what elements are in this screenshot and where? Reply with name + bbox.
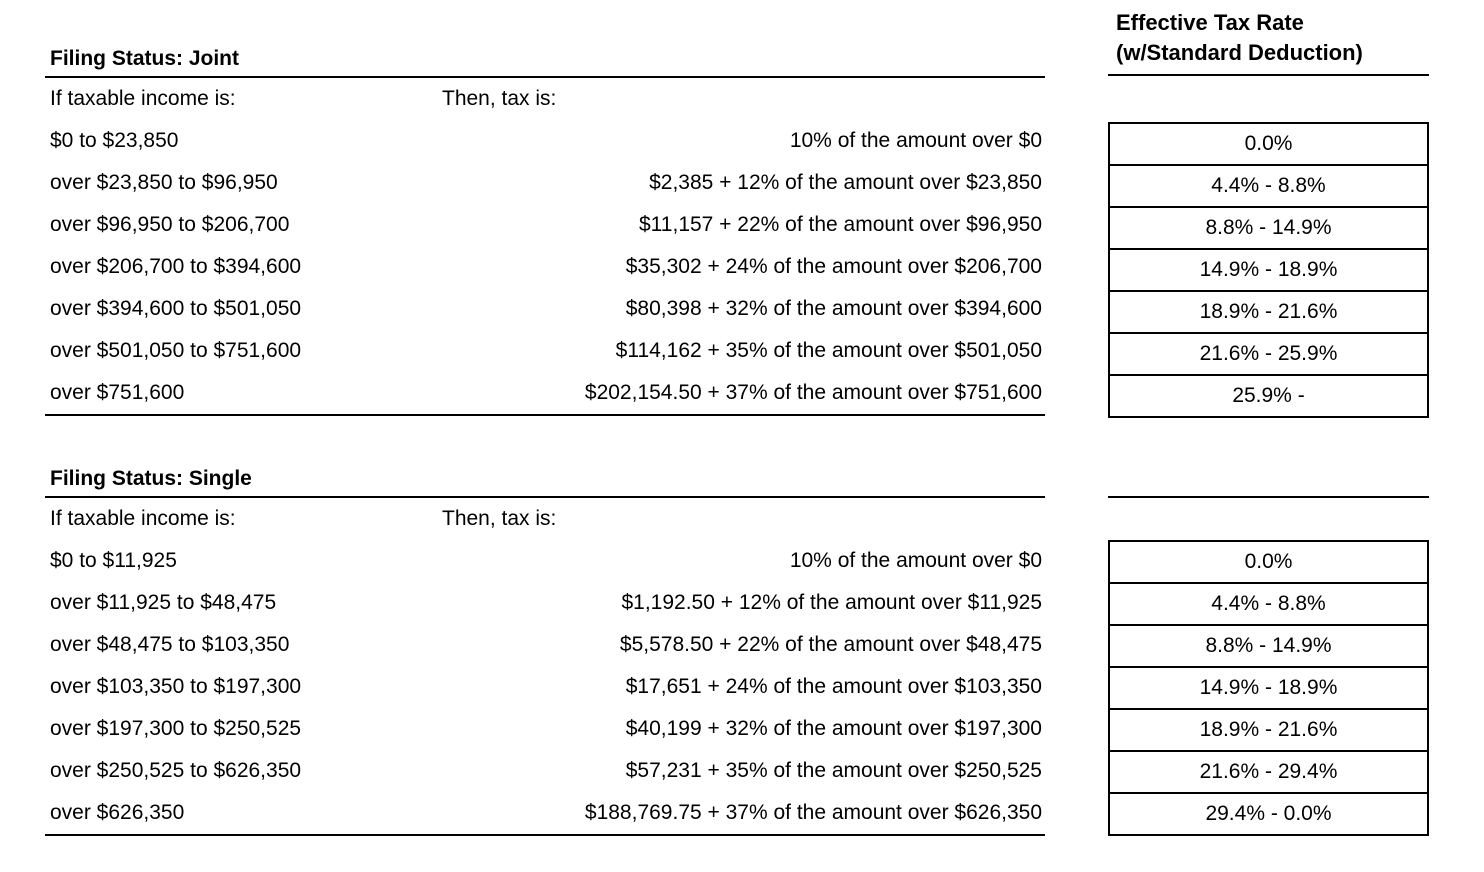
table-row: over $501,050 to $751,600 $114,162 + 35%… <box>45 330 1045 372</box>
effective-rate-cell: 4.4% - 8.8% <box>1110 164 1427 206</box>
single-table-header-row: If taxable income is: Then, tax is: <box>45 498 1045 540</box>
joint-effective-rate-stack: 0.0% 4.4% - 8.8% 8.8% - 14.9% 14.9% - 18… <box>1108 122 1429 418</box>
tax-formula: $1,192.50 + 12% of the amount over $11,9… <box>621 591 1042 614</box>
effective-rate-cell: 14.9% - 18.9% <box>1110 666 1427 708</box>
income-range: over $751,600 <box>50 381 185 404</box>
tax-formula: $57,231 + 35% of the amount over $250,52… <box>625 759 1042 782</box>
joint-table-title: Filing Status: Joint <box>45 42 1045 78</box>
effective-rate-cell: 18.9% - 21.6% <box>1110 708 1427 750</box>
tax-formula: $188,769.75 + 37% of the amount over $62… <box>584 801 1042 824</box>
income-range: over $48,475 to $103,350 <box>50 633 290 656</box>
single-income-column-header: If taxable income is: <box>50 507 236 530</box>
effective-rate-cell: 8.8% - 14.9% <box>1110 206 1427 248</box>
joint-table-rows: $0 to $23,850 10% of the amount over $0 … <box>45 120 1045 416</box>
effective-rate-cell: 4.4% - 8.8% <box>1110 582 1427 624</box>
tax-formula: $80,398 + 32% of the amount over $394,60… <box>625 297 1042 320</box>
joint-tax-column-header: Then, tax is: <box>442 87 557 110</box>
table-row: over $11,925 to $48,475 $1,192.50 + 12% … <box>45 582 1045 624</box>
table-row: over $206,700 to $394,600 $35,302 + 24% … <box>45 246 1045 288</box>
effective-rate-cell: 29.4% - 0.0% <box>1110 792 1427 834</box>
table-row: over $250,525 to $626,350 $57,231 + 35% … <box>45 750 1045 792</box>
tax-formula: $5,578.50 + 22% of the amount over $48,4… <box>619 633 1042 656</box>
effective-rate-cell: 0.0% <box>1244 550 1293 573</box>
tax-formula: $35,302 + 24% of the amount over $206,70… <box>625 255 1042 278</box>
effective-rate-cell: 14.9% - 18.9% <box>1110 248 1427 290</box>
tax-formula: $11,157 + 22% of the amount over $96,950 <box>639 213 1042 236</box>
effective-rate-header-line2: (w/Standard Deduction) <box>1116 40 1363 65</box>
table-row: over $96,950 to $206,700 $11,157 + 22% o… <box>45 204 1045 246</box>
table-row: over $23,850 to $96,950 $2,385 + 12% of … <box>45 162 1045 204</box>
effective-rate-cell: 25.9% - <box>1110 374 1427 416</box>
single-bracket-table: Filing Status: Single If taxable income … <box>45 462 1045 836</box>
single-table-title: Filing Status: Single <box>45 462 1045 498</box>
income-range: over $103,350 to $197,300 <box>50 675 302 698</box>
single-table-rows: $0 to $11,925 10% of the amount over $0 … <box>45 540 1045 836</box>
tax-formula: $114,162 + 35% of the amount over $501,0… <box>615 339 1042 362</box>
table-row: over $197,300 to $250,525 $40,199 + 32% … <box>45 708 1045 750</box>
income-range: over $250,525 to $626,350 <box>50 759 302 782</box>
income-range: over $197,300 to $250,525 <box>50 717 302 740</box>
income-range: over $206,700 to $394,600 <box>50 255 302 278</box>
single-tax-column-header: Then, tax is: <box>442 507 557 530</box>
table-row: over $103,350 to $197,300 $17,651 + 24% … <box>45 666 1045 708</box>
table-row: $0 to $23,850 10% of the amount over $0 <box>45 120 1045 162</box>
tax-formula: 10% of the amount over $0 <box>789 129 1042 152</box>
effective-rate-header: Effective Tax Rate (w/Standard Deduction… <box>1108 8 1429 76</box>
tax-formula: $202,154.50 + 37% of the amount over $75… <box>584 381 1042 404</box>
table-row: over $751,600 $202,154.50 + 37% of the a… <box>45 372 1045 414</box>
income-range: over $501,050 to $751,600 <box>50 339 302 362</box>
tax-formula: $40,199 + 32% of the amount over $197,30… <box>625 717 1042 740</box>
single-effective-rate-stack: 0.0% 4.4% - 8.8% 8.8% - 14.9% 14.9% - 18… <box>1108 540 1429 836</box>
joint-income-column-header: If taxable income is: <box>50 87 236 110</box>
table-row: over $626,350 $188,769.75 + 37% of the a… <box>45 792 1045 834</box>
table-row: over $48,475 to $103,350 $5,578.50 + 22%… <box>45 624 1045 666</box>
joint-bracket-table: Filing Status: Joint If taxable income i… <box>45 42 1045 416</box>
table-row: over $394,600 to $501,050 $80,398 + 32% … <box>45 288 1045 330</box>
income-range: over $394,600 to $501,050 <box>50 297 302 320</box>
effective-rate-cell: 21.6% - 25.9% <box>1110 332 1427 374</box>
income-range: over $96,950 to $206,700 <box>50 213 290 236</box>
effective-rate-cell: 18.9% - 21.6% <box>1110 290 1427 332</box>
effective-rate-cell: 8.8% - 14.9% <box>1110 624 1427 666</box>
tax-formula: $17,651 + 24% of the amount over $103,35… <box>625 675 1042 698</box>
joint-table-header-row: If taxable income is: Then, tax is: <box>45 78 1045 120</box>
table-row: $0 to $11,925 10% of the amount over $0 <box>45 540 1045 582</box>
effective-rate-header-line1: Effective Tax Rate <box>1116 10 1304 35</box>
single-section-rule <box>1108 496 1429 498</box>
income-range: over $11,925 to $48,475 <box>50 591 277 614</box>
effective-rate-cell: 21.6% - 29.4% <box>1110 750 1427 792</box>
tax-formula: 10% of the amount over $0 <box>789 549 1042 572</box>
income-range: over $626,350 <box>50 801 185 824</box>
tax-formula: $2,385 + 12% of the amount over $23,850 <box>649 171 1042 194</box>
income-range: over $23,850 to $96,950 <box>50 171 278 194</box>
income-range: $0 to $23,850 <box>50 129 179 152</box>
income-range: $0 to $11,925 <box>50 549 177 572</box>
effective-rate-cell: 0.0% <box>1244 132 1293 155</box>
